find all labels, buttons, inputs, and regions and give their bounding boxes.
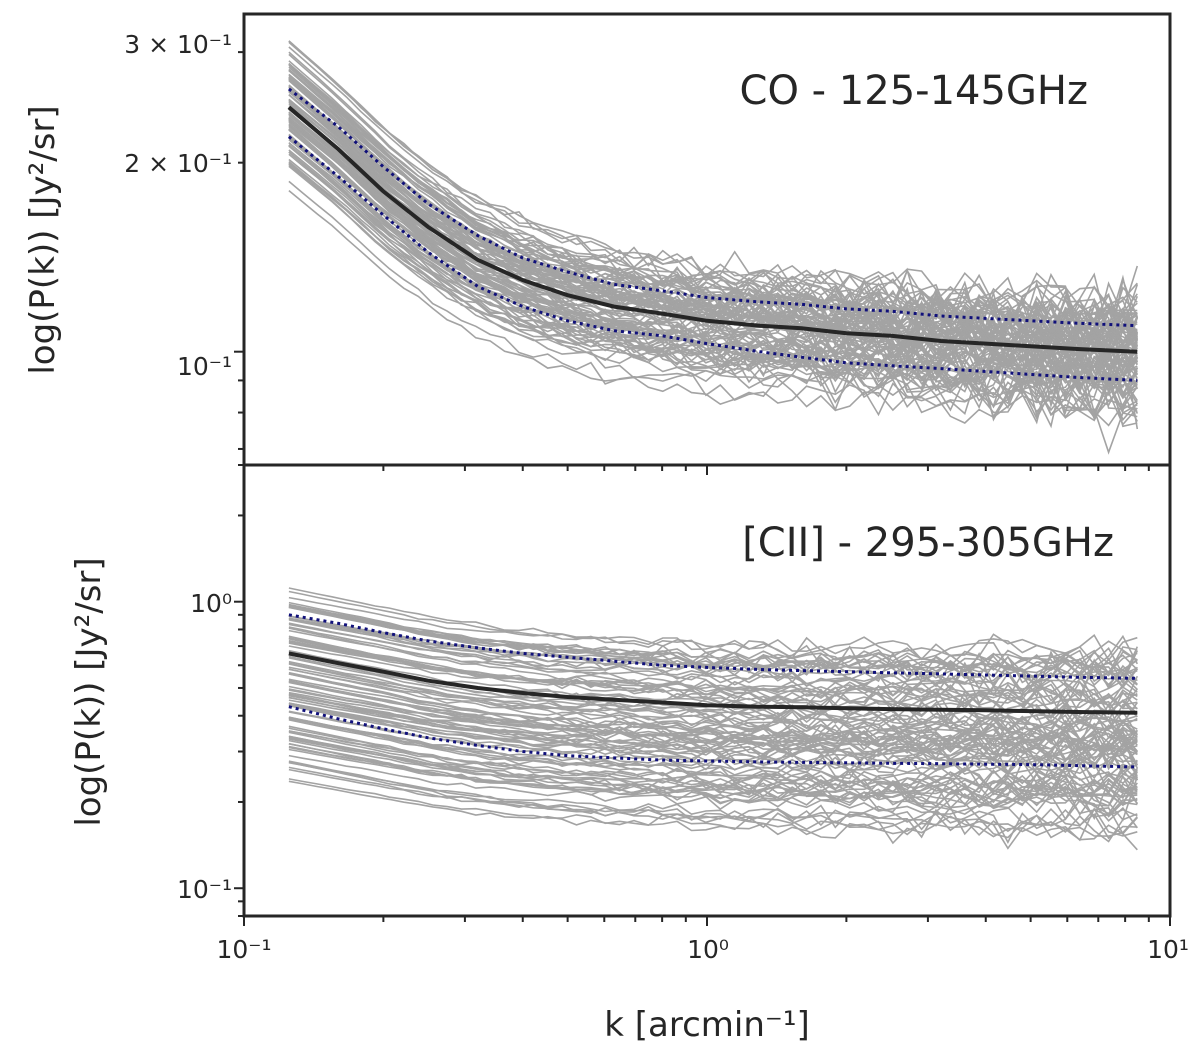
realization-line [288, 637, 1138, 725]
cii-ytick-label: 10⁰ [190, 589, 232, 618]
co-lower-band-line [287, 135, 1138, 382]
realization-line [288, 766, 1138, 837]
x-axis-label: k [arcmin⁻¹] [604, 1005, 809, 1045]
realization-line [288, 101, 1138, 366]
co-y-axis-label: log(P(k)) [Jy²/sr] [23, 105, 63, 374]
realization-line [288, 627, 1138, 715]
realization-line [288, 760, 1138, 850]
realization-line [288, 717, 1139, 800]
realization-line [288, 603, 1139, 670]
realization-line [288, 717, 1138, 776]
co-mean-line [287, 105, 1138, 354]
co-annotation: CO - 125-145GHz [740, 68, 1088, 114]
realization-line [288, 716, 1138, 797]
realization-line [288, 73, 1138, 334]
realization-line [288, 149, 1138, 410]
realization-line [288, 144, 1138, 425]
realization-line [288, 688, 1138, 760]
cii-ytick-label: 10⁻¹ [177, 875, 232, 904]
realization-line [288, 716, 1138, 794]
realization-line [288, 693, 1138, 770]
realization-line [288, 719, 1138, 796]
realization-line [288, 778, 1138, 840]
realization-line [288, 668, 1138, 744]
co-upper-band-line [287, 87, 1138, 328]
cii-mean-line [288, 651, 1138, 715]
realization-line [288, 617, 1138, 705]
realization-line [288, 731, 1138, 815]
realization-line [288, 642, 1138, 709]
realization-line [288, 739, 1139, 809]
cii-ticks [234, 464, 1171, 926]
realization-line [288, 619, 1138, 686]
realization-line [288, 158, 1138, 396]
realization-line [288, 117, 1138, 391]
realization-line [288, 645, 1138, 710]
realization-line [288, 145, 1139, 422]
realization-line [288, 118, 1138, 357]
cii-plot-frame [242, 463, 1172, 918]
cii-annotation: [CII] - 295-305GHz [742, 520, 1114, 566]
realization-line [288, 46, 1138, 335]
realization-line [288, 622, 1138, 702]
realization-line [288, 680, 1138, 756]
realization-line [288, 122, 1138, 383]
realization-line [288, 768, 1138, 844]
realization-line [288, 590, 1138, 676]
realization-line [288, 189, 1138, 427]
realization-line [288, 666, 1138, 744]
realization-line [288, 668, 1138, 741]
realization-line [288, 678, 1138, 748]
cii-upper-band-line [288, 613, 1138, 680]
x-tick-label: 10¹ [1147, 935, 1189, 964]
cii-lower-band-line [288, 705, 1138, 769]
realization-line [288, 780, 1138, 851]
realization-line [288, 662, 1138, 741]
realization-line [288, 180, 1138, 455]
realization-line [288, 742, 1138, 820]
realization-line [288, 66, 1138, 358]
realization-line [288, 101, 1138, 356]
realization-line [288, 596, 1138, 662]
cii-y-axis-label: log(P(k)) [Jy²/sr] [69, 557, 109, 826]
realization-line [288, 629, 1138, 694]
realization-line [288, 702, 1138, 778]
panel-co: CO - 125-145GHz log(P(k)) [Jy²/sr] 3 × 1… [23, 12, 1172, 475]
realization-line [288, 702, 1138, 777]
co-ytick-label: 2 × 10⁻¹ [124, 149, 232, 178]
realization-line [288, 761, 1138, 829]
realization-line [288, 735, 1138, 821]
realization-line [288, 655, 1138, 725]
cii-realizations [288, 587, 1139, 851]
realization-line [288, 681, 1138, 760]
realization-line [288, 691, 1138, 763]
realization-line [288, 743, 1138, 818]
panel-cii: [CII] - 295-305GHz log(P(k)) [Jy²/sr] 10… [69, 463, 1189, 1045]
realization-line [288, 53, 1138, 352]
realization-line [288, 69, 1138, 373]
realization-line [288, 725, 1138, 821]
realization-line [288, 641, 1138, 705]
realization-line [288, 685, 1138, 771]
co-ytick-label: 3 × 10⁻¹ [124, 30, 232, 59]
realization-line [288, 605, 1138, 677]
co-ytick-label: 10⁻¹ [177, 352, 232, 381]
x-tick-label: 10⁰ [687, 935, 729, 964]
x-tick-label: 10⁻¹ [216, 935, 271, 964]
